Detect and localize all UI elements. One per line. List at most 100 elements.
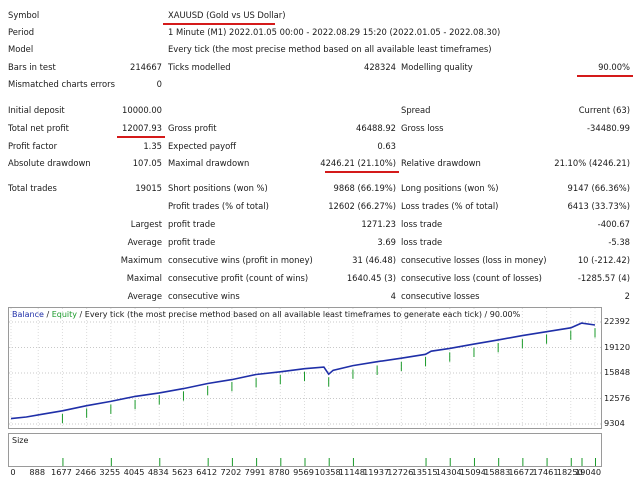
average2-label: Average [127,291,162,301]
maximal-cons-profit-value: 1640.45 (3) [346,273,396,283]
avg-profit-value: 3.69 [377,237,396,247]
x-tick-label-16: 12726 [387,467,414,477]
x-tick-label-19: 15094 [459,467,486,477]
profit-factor-value: 1.35 [143,141,162,151]
quality-value: 90.00% [598,62,630,72]
x-tick-label-21: 16672 [508,467,535,477]
spread-value: Current (63) [578,105,630,115]
loss-trades-label: Loss trades (% of total) [401,201,499,211]
gross-loss-label: Gross loss [401,123,444,133]
symbol-value: XAUUSD (Gold vs US Dollar) [168,10,286,20]
size-bar-0 [62,458,64,466]
max-drawdown-value: 4246.21 (21.10%) [320,158,396,168]
y-tick-label-0: 22392 [604,316,631,326]
bars-value: 214667 [130,62,162,72]
gross-loss-value: -34480.99 [587,123,630,133]
short-positions-value: 9868 (66.19%) [333,183,396,193]
size-bar-4 [231,458,233,466]
max-cons-losses-value: 10 (-212.42) [577,255,630,265]
gross-profit-label: Gross profit [168,123,217,133]
gross-profit-value: 46488.92 [356,123,396,133]
largest-label: Largest [130,219,162,229]
legend-sep: / [43,310,52,319]
abs-drawdown-label: Absolute drawdown [8,158,91,168]
max-drawdown-label: Maximal drawdown [168,158,250,168]
size-bar-13 [498,458,500,466]
ticks-value: 428324 [364,62,396,72]
legend-balance: Balance [12,310,44,319]
expected-payoff-value: 0.63 [377,141,396,151]
size-chart-svg [62,458,596,466]
abs-drawdown-value: 107.05 [132,158,162,168]
x-tick-label-12: 9569 [293,467,314,477]
avg-cons-wins-value: 4 [390,291,396,301]
y-tick-label-4: 9304 [604,418,625,428]
legend-description: / Every tick (the most precise method ba… [76,310,521,319]
avg-loss-value: -5.38 [608,237,630,247]
long-positions-value: 9147 (66.36%) [567,183,630,193]
initial-deposit-label: Initial deposit [8,105,65,115]
avg-cons-losses-value: 2 [624,291,630,301]
x-tick-label-23: 18250 [556,467,583,477]
size-bar-3 [207,458,209,466]
maximal-cons-loss-label: consecutive loss (count of losses) [401,273,542,283]
x-tick-label-18: 14304 [435,467,462,477]
x-tick-label-4: 3255 [99,467,121,477]
balance-chart: Balance / Equity / Every tick (the most … [8,307,602,429]
x-tick-label-22: 17461 [532,467,559,477]
maximal-cons-profit-label: consecutive profit (count of wins) [168,273,309,283]
largest-loss-label: loss trade [401,219,443,229]
average-label: Average [127,237,162,247]
period-label: Period [8,27,35,37]
balance-chart-svg [9,308,601,428]
x-tick-label-8: 6412 [196,467,218,477]
maximal-label: Maximal [126,273,162,283]
mismatch-value: 0 [156,79,162,89]
size-bar-7 [304,458,306,466]
initial-deposit-value: 10000.00 [122,105,162,115]
y-tick-label-3: 12576 [604,392,631,403]
total-trades-label: Total trades [8,183,57,193]
mismatch-label: Mismatched charts errors [8,79,115,89]
largest-profit-label: profit trade [168,219,216,229]
y-tick-label-1: 19120 [604,341,631,352]
x-tick-label-6: 4834 [147,467,169,477]
loss-trades-value: 6413 (33.73%) [567,201,630,211]
max-cons-wins-label: consecutive wins (profit in money) [168,255,313,265]
symbol-underline [163,23,275,25]
profit-factor-label: Profit factor [8,141,58,151]
size-bar-17 [581,458,583,466]
y-tick-label-2: 15848 [604,367,631,377]
quality-label: Modelling quality [401,62,473,72]
size-panel: Size [8,433,602,467]
size-bar-10 [425,458,427,466]
x-tick-label-7: 5623 [172,467,193,477]
rel-drawdown-value: 21.10% (4246.21) [554,158,630,168]
size-bar-16 [570,458,572,466]
x-tick-label-2: 1677 [51,467,72,477]
legend-equity: Equity [51,310,77,319]
net-profit-underline [117,136,165,138]
size-bar-8 [328,458,330,466]
size-bar-12 [473,458,475,466]
max-cons-losses-label: consecutive losses (loss in money) [401,255,547,265]
x-tick-label-20: 15883 [484,467,511,477]
size-label: Size [12,436,29,445]
x-tick-label-24: 19040 [574,467,602,477]
largest-profit-value: 1271.23 [361,219,396,229]
quality-underline [577,75,633,77]
model-label: Model [8,44,34,54]
size-bar-11 [449,458,451,466]
size-bar-2 [159,458,161,466]
x-tick-label-3: 2466 [75,467,97,477]
x-tick-label-17: 13515 [411,467,438,477]
x-tick-label-0: 0 [10,467,16,477]
size-bar-1 [110,458,112,466]
total-trades-value: 19015 [135,183,162,193]
size-bar-18 [595,458,596,466]
x-tick-label-5: 4045 [123,467,145,477]
size-bar-9 [352,458,354,466]
model-value: Every tick (the most precise method base… [168,44,492,54]
size-bar-5 [256,458,258,466]
symbol-label: Symbol [8,10,40,20]
